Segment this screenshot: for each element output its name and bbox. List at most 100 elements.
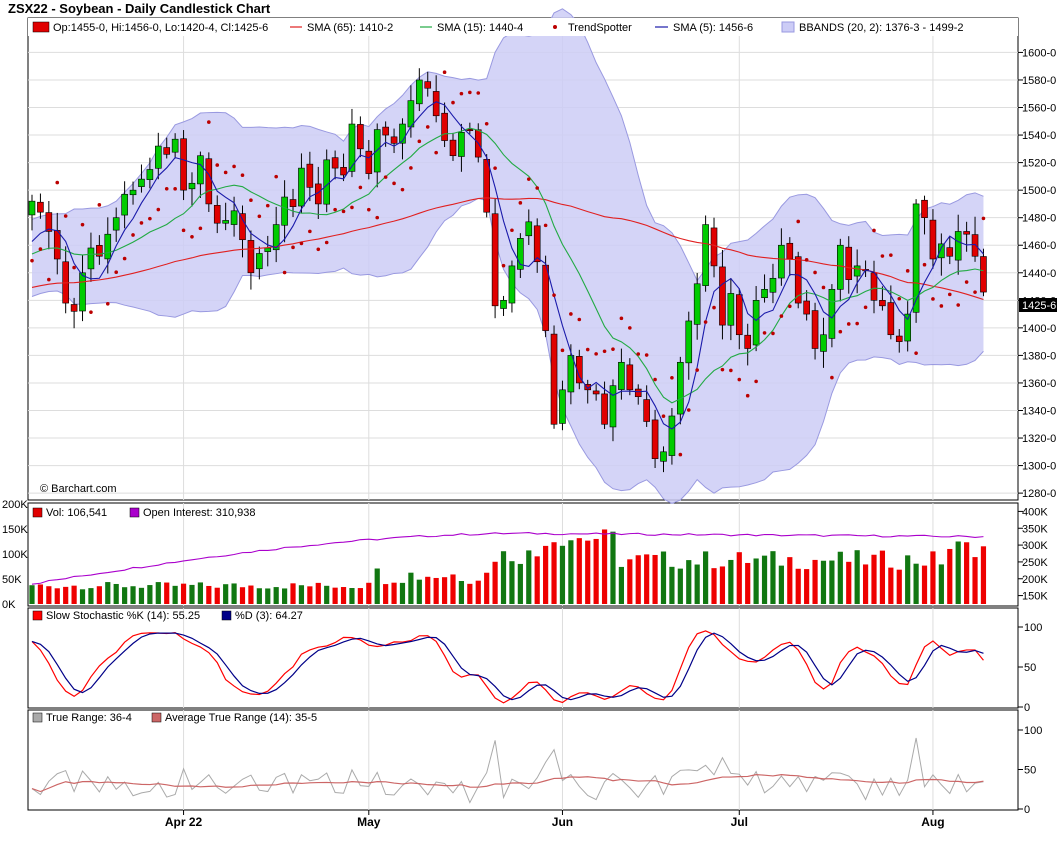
legend-price-ohlc: Op:1455-0, Hi:1456-0, Lo:1420-4, Cl:1425… [53,22,268,34]
legend-sma65: SMA (65): 1410-2 [307,22,393,34]
trendspotter-dot [939,304,944,308]
candle-body [626,364,634,391]
candle-body [719,266,726,326]
legend-stoch-d: %D (3): 64.27 [235,610,303,622]
trendspotter-dot [131,233,135,237]
volume-bar [433,577,439,604]
candle-body [171,138,179,153]
volume-bar [307,586,313,604]
trendspotter-dot [425,125,430,129]
tr-tick-label: 0 [1024,804,1030,816]
trendspotter-dot [459,91,464,96]
volume-bar [37,584,44,604]
price-tick-label: 1380-0 [1022,350,1056,362]
trendspotter-dot [729,368,733,373]
candle-body [323,159,331,205]
legend-price-swatch [32,21,50,33]
candle-body [247,240,255,274]
volume-bar [500,551,507,604]
candle-body [820,334,827,352]
volume-bar [324,585,330,604]
volume-bar [804,569,810,604]
candle-body [390,136,398,144]
candle-body [685,320,693,364]
volume-bar [214,587,220,604]
trendspotter-dot [400,187,405,192]
volume-bar [282,588,288,604]
candle-body [79,272,86,312]
candle-body [634,388,642,398]
price-tick-label: 1320-0 [1022,433,1056,445]
trendspotter-dot [308,229,312,234]
candle-body [197,155,204,185]
trendspotter-dot [838,329,843,334]
candle-body [230,210,238,225]
sma15-line [31,127,984,404]
trendspotter-dot [164,186,169,191]
x-tick-label: Aug [921,815,944,829]
trendspotter-dot [324,240,329,245]
volume-bar [719,566,726,604]
volume-bar [862,564,869,604]
trendspotter-dot [695,368,699,372]
candle-body [929,219,937,260]
volume-tick-label: 50K [2,574,22,586]
volume-bar [787,557,793,604]
trendspotter-dot [779,314,784,318]
candle-body [660,451,667,462]
volume-bar [484,572,490,604]
candle-body [222,220,229,224]
candle-body [609,385,617,428]
trendspotter-dot [442,70,447,75]
volume-bar [947,548,953,604]
volume-bar [938,564,944,604]
candle-body [449,139,457,157]
legend-stoch-k-swatch [32,610,43,621]
candle-body [188,182,196,190]
legend-true-range: True Range: 36-4 [46,712,132,724]
volume-bar [964,542,970,604]
trendspotter-dot [333,207,337,212]
candle-body [971,234,979,257]
trendspotter-dot [611,347,615,351]
volume-bar [315,582,321,604]
trendspotter-dot [720,367,725,372]
trendspotter-dot [872,228,876,233]
candle-body [752,300,760,346]
last-price-label: 1425-6 [1022,300,1056,312]
trendspotter-dot [526,177,531,181]
candle-body [584,384,592,391]
volume-bar [416,579,422,604]
candle-body [399,123,406,144]
candle-body [180,138,187,191]
volume-bar [972,557,978,604]
trendspotter-dot [341,209,346,214]
price-tick-label: 1480-0 [1022,213,1056,225]
trendspotter-dot [510,228,514,233]
trendspotter-dot [47,277,51,282]
volume-bar [526,550,532,604]
volume-bar [593,538,599,604]
candle-body [289,199,297,207]
candle-body [104,233,112,260]
trendspotter-dot [38,247,43,251]
trendspotter-dot [745,393,750,398]
candle-body [601,393,608,425]
trendspotter-dot [796,219,801,224]
trendspotter-dot [501,263,506,268]
volume-bar [871,554,877,604]
trendspotter-dot [897,296,902,301]
chart-title: ZSX22 - Soybean - Daily Candlestick Char… [8,1,271,16]
trendspotter-dot [148,216,152,221]
volume-bar [79,589,86,604]
x-tick-label: Apr 22 [165,815,203,829]
candle-body [272,224,280,251]
trendspotter-dot [156,207,161,212]
trendspotter-dot [367,207,371,212]
true-range-panel [27,709,1019,811]
volume-bar [189,584,195,604]
trendspotter-dot [678,452,683,457]
candle-body [727,293,735,326]
trendspotter-dot [905,269,910,273]
volume-bar [761,555,768,604]
